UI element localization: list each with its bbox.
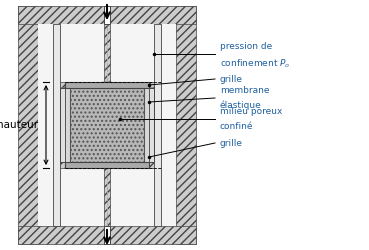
Bar [18,226,196,244]
Text: membrane: membrane [220,86,269,95]
Bar [176,6,196,244]
Bar [104,226,110,244]
Bar [18,6,38,244]
Bar [144,88,154,162]
Bar [38,24,176,226]
Bar [154,24,161,226]
Polygon shape [61,162,153,168]
Polygon shape [60,24,154,88]
Text: h: h [70,120,77,130]
Polygon shape [60,162,154,226]
Text: grille: grille [220,138,243,147]
Bar [65,82,149,88]
Bar [65,162,149,168]
Text: élastique: élastique [220,101,262,110]
Bar [70,88,144,162]
Text: grille: grille [220,74,243,84]
Polygon shape [61,82,153,88]
Bar [65,88,70,162]
Bar [60,88,70,162]
Bar [104,6,110,24]
Bar [144,88,149,162]
Bar [53,24,60,226]
Text: pression de: pression de [220,42,272,51]
Bar [18,6,196,24]
Text: hauteur: hauteur [0,120,41,130]
Text: confiné: confiné [220,122,254,131]
Text: confinement $P_o$: confinement $P_o$ [220,57,290,70]
Text: milieu poreux: milieu poreux [220,107,282,116]
